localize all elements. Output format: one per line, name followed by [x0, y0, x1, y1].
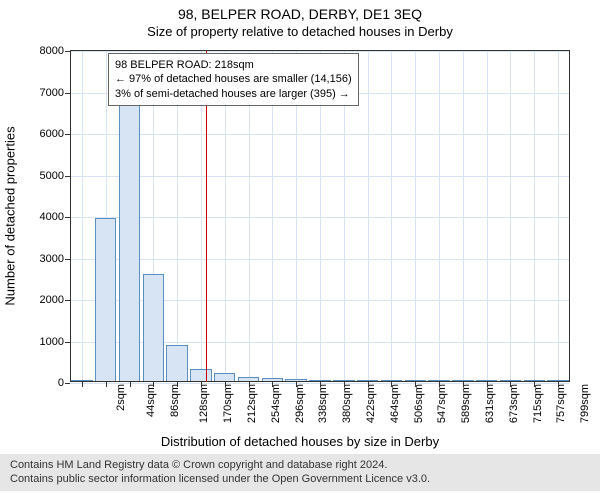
- x-tick-label: 799sqm: [573, 384, 591, 423]
- x-tick-label: 506sqm: [407, 384, 425, 423]
- chart-subtitle: Size of property relative to detached ho…: [0, 22, 600, 39]
- x-tick-mark: [82, 382, 83, 387]
- attribution-line: Contains public sector information licen…: [10, 472, 590, 486]
- x-tick-mark: [415, 382, 416, 387]
- x-tick-mark: [439, 382, 440, 387]
- x-tick-mark: [272, 382, 273, 387]
- annotation-line: 98 BELPER ROAD: 218sqm: [115, 58, 352, 72]
- attribution-line: Contains HM Land Registry data © Crown c…: [10, 458, 590, 472]
- y-tick-label: 5000: [40, 170, 70, 182]
- x-tick-label: 673sqm: [502, 384, 520, 423]
- x-tick-label: 757sqm: [550, 384, 568, 423]
- x-tick-label: 44sqm: [139, 384, 157, 417]
- y-tick-label: 8000: [40, 45, 70, 57]
- bar: [119, 105, 140, 382]
- x-tick-mark: [201, 382, 202, 387]
- gridline-vertical: [510, 51, 511, 382]
- bar: [95, 218, 116, 382]
- chart-title: 98, BELPER ROAD, DERBY, DE1 3EQ: [0, 0, 600, 22]
- chart-container: 98, BELPER ROAD, DERBY, DE1 3EQ Size of …: [0, 0, 600, 500]
- gridline-vertical: [558, 51, 559, 382]
- annotation-line: ← 97% of detached houses are smaller (14…: [115, 72, 352, 86]
- y-tick-label: 6000: [40, 128, 70, 140]
- gridline-vertical: [391, 51, 392, 382]
- x-tick-label: 631sqm: [478, 384, 496, 423]
- y-tick-label: 7000: [40, 87, 70, 99]
- gridline-vertical: [487, 51, 488, 382]
- attribution-footer: Contains HM Land Registry data © Crown c…: [0, 454, 600, 491]
- bar: [166, 345, 187, 382]
- gridline-vertical: [415, 51, 416, 382]
- y-tick-label: 3000: [40, 253, 70, 265]
- gridline-vertical: [82, 51, 83, 382]
- x-axis-line: [70, 381, 569, 382]
- x-tick-mark: [225, 382, 226, 387]
- bar: [143, 274, 164, 382]
- x-tick-mark: [391, 382, 392, 387]
- x-tick-mark: [368, 382, 369, 387]
- x-tick-label: 2sqm: [109, 384, 127, 411]
- x-tick-label: 170sqm: [216, 384, 234, 423]
- x-tick-mark: [249, 382, 250, 387]
- x-tick-mark: [534, 382, 535, 387]
- x-tick-mark: [296, 382, 297, 387]
- x-tick-mark: [153, 382, 154, 387]
- y-tick-label: 0: [58, 377, 70, 389]
- x-tick-mark: [344, 382, 345, 387]
- y-tick-label: 4000: [40, 211, 70, 223]
- annotation-box: 98 BELPER ROAD: 218sqm← 97% of detached …: [108, 53, 359, 106]
- x-tick-label: 212sqm: [240, 384, 258, 423]
- x-tick-mark: [510, 382, 511, 387]
- gridline-vertical: [534, 51, 535, 382]
- bar: [190, 369, 211, 382]
- x-axis-label: Distribution of detached houses by size …: [0, 434, 600, 449]
- x-tick-mark: [487, 382, 488, 387]
- gridline-vertical: [439, 51, 440, 382]
- x-tick-label: 380sqm: [335, 384, 353, 423]
- x-tick-label: 589sqm: [454, 384, 472, 423]
- x-tick-mark: [106, 382, 107, 387]
- x-tick-label: 422sqm: [359, 384, 377, 423]
- gridline-vertical: [368, 51, 369, 382]
- x-tick-label: 464sqm: [383, 384, 401, 423]
- annotation-line: 3% of semi-detached houses are larger (3…: [115, 87, 352, 101]
- x-tick-label: 128sqm: [192, 384, 210, 423]
- y-axis-line: [70, 51, 71, 382]
- x-tick-mark: [558, 382, 559, 387]
- x-tick-label: 254sqm: [264, 384, 282, 423]
- y-axis-label: Number of detached properties: [3, 126, 18, 305]
- x-tick-mark: [463, 382, 464, 387]
- x-tick-label: 338sqm: [312, 384, 330, 423]
- x-tick-label: 715sqm: [526, 384, 544, 423]
- x-tick-label: 296sqm: [288, 384, 306, 423]
- x-tick-label: 547sqm: [431, 384, 449, 423]
- gridline-vertical: [463, 51, 464, 382]
- x-tick-mark: [130, 382, 131, 387]
- x-tick-mark: [177, 382, 178, 387]
- x-tick-label: 86sqm: [163, 384, 181, 417]
- y-tick-label: 1000: [40, 336, 70, 348]
- x-tick-mark: [320, 382, 321, 387]
- y-tick-label: 2000: [40, 294, 70, 306]
